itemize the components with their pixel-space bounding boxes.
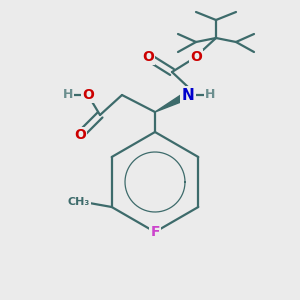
Polygon shape: [155, 92, 190, 112]
Text: O: O: [190, 50, 202, 64]
Text: O: O: [142, 50, 154, 64]
Text: N: N: [182, 88, 194, 103]
Text: CH₃: CH₃: [68, 197, 90, 207]
Text: H: H: [205, 88, 215, 101]
Text: O: O: [82, 88, 94, 102]
Text: F: F: [150, 225, 160, 239]
Text: O: O: [74, 128, 86, 142]
Text: H: H: [63, 88, 73, 101]
